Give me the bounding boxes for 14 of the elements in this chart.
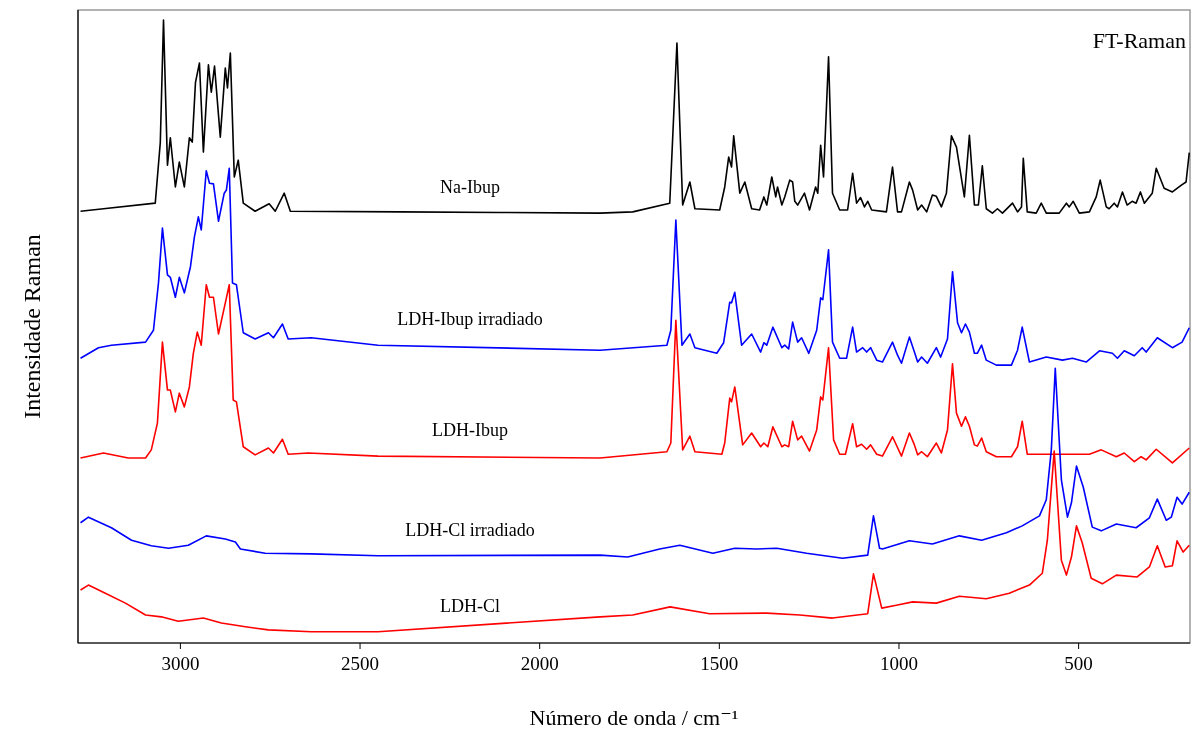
x-axis-title: Número de onda / cm⁻¹: [529, 705, 739, 730]
series-label: LDH-Ibup irradiado: [397, 309, 543, 330]
y-axis-title: Intensidade Raman: [19, 234, 45, 419]
x-tick-label: 1000: [879, 653, 918, 674]
annotation: FT-Raman: [1092, 28, 1186, 53]
x-tick-label: 2000: [520, 653, 559, 674]
series-label: Na-Ibup: [440, 176, 500, 197]
series-label: LDH-Cl irradiado: [405, 519, 535, 540]
series-label: LDH-Cl: [440, 595, 500, 616]
x-tick-label: 2500: [341, 653, 380, 674]
series-label: LDH-Ibup: [432, 420, 508, 441]
x-tick-label: 3000: [161, 653, 200, 674]
x-tick-label: 500: [1064, 653, 1093, 674]
x-tick-label: 1500: [700, 653, 739, 674]
